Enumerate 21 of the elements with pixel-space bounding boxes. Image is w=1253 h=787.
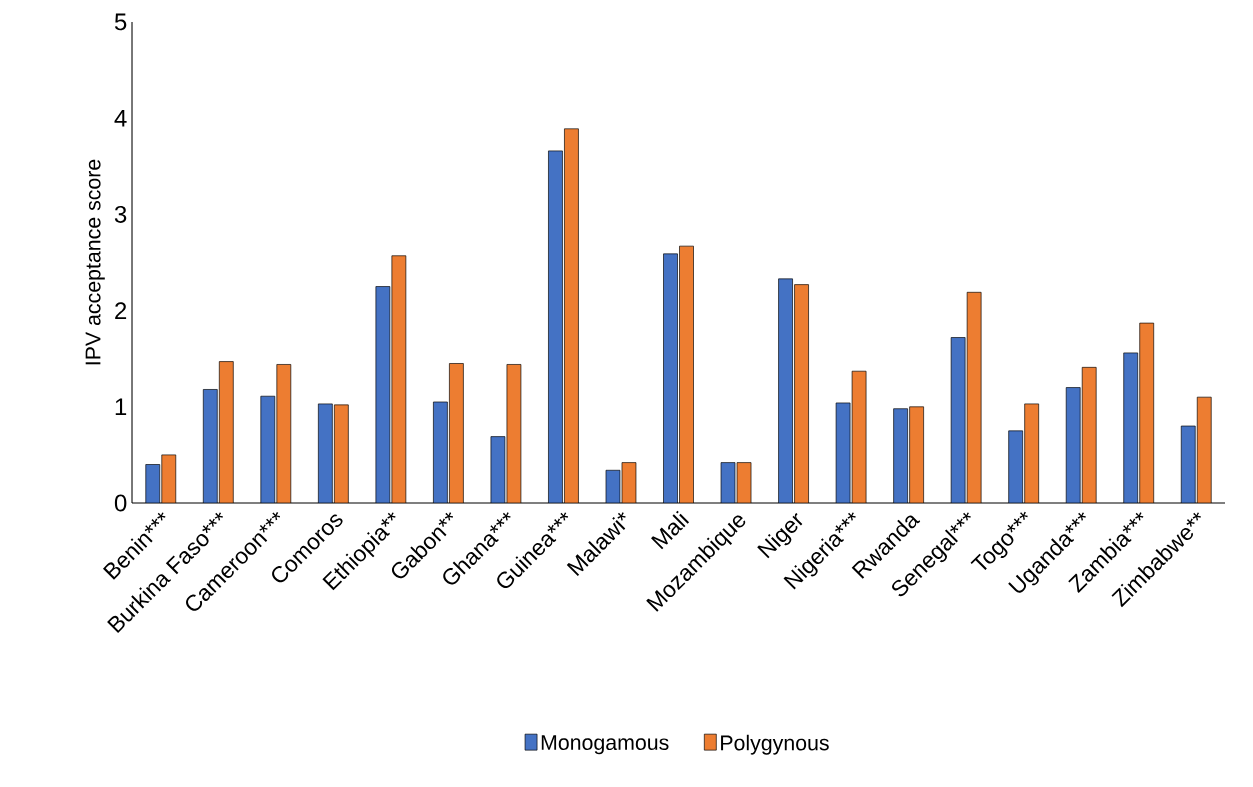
y-tick-label: 3 bbox=[114, 205, 127, 223]
bar bbox=[218, 361, 234, 503]
legend-label: Polygynous bbox=[721, 734, 829, 755]
bar bbox=[449, 363, 464, 503]
bar bbox=[1024, 403, 1040, 503]
y-tick-label: 0 bbox=[114, 494, 127, 512]
bar bbox=[1196, 396, 1212, 503]
y-tick-label: 4 bbox=[114, 109, 127, 127]
bar bbox=[1139, 322, 1155, 503]
bar bbox=[1081, 367, 1097, 503]
y-tick-label: 2 bbox=[115, 302, 127, 319]
legend-label: Monogamous bbox=[541, 735, 669, 755]
bar bbox=[564, 128, 579, 503]
bar bbox=[334, 404, 349, 503]
bar bbox=[794, 284, 809, 503]
y-tick-label: 1 bbox=[115, 398, 127, 416]
bar bbox=[679, 245, 694, 503]
y-axis-title: IPV acceptance score bbox=[85, 159, 105, 365]
y-tick-label: 5 bbox=[114, 13, 127, 31]
bar bbox=[909, 406, 924, 503]
bar bbox=[276, 364, 292, 503]
